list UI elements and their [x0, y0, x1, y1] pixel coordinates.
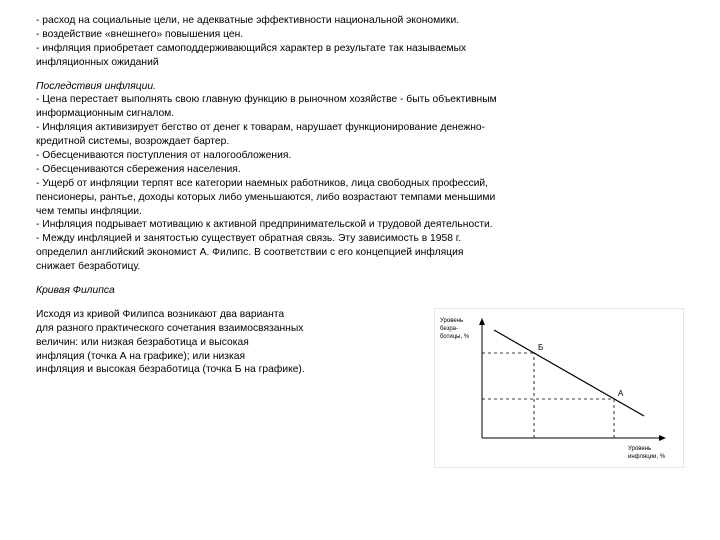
phillips-chart: Уровень безра-ботицы, % Уровень инфляции, %… [434, 308, 684, 468]
document-page: - расход на социальные цели, не адекватн… [0, 0, 720, 540]
line: - воздействие «внешнего» повышения цен. [36, 29, 243, 40]
line: - Цена перестает выполнять свою главную … [36, 94, 497, 105]
line: Исходя из кривой Филипса возникают два в… [36, 309, 284, 320]
phillips-text-column: Исходя из кривой Филипса возникают два в… [36, 308, 386, 387]
svg-text:Уровень: Уровень [628, 446, 651, 452]
paragraph-phillips-title: Кривая Филипса [36, 284, 684, 298]
svg-text:ботицы, %: ботицы, % [440, 334, 470, 340]
line: - Между инфляцией и занятостью существуе… [36, 233, 461, 244]
line: информационным сигналом. [36, 108, 174, 119]
paragraph-phillips-body: Исходя из кривой Филипса возникают два в… [36, 308, 386, 377]
section-title-phillips: Кривая Филипса [36, 285, 115, 296]
line: - расход на социальные цели, не адекватн… [36, 15, 459, 26]
svg-text:А: А [618, 389, 624, 398]
line: - Обесцениваются сбережения населения. [36, 164, 241, 175]
line: величин: или низкая безработица и высока… [36, 337, 249, 348]
line: пенсионеры, рантье, доходы которых либо … [36, 192, 495, 203]
line: кредитной системы, возрождает бартер. [36, 136, 229, 147]
line: инфляционных ожиданий [36, 57, 159, 68]
line: - инфляция приобретает самоподдерживающи… [36, 43, 466, 54]
line: - Обесцениваются поступления от налогооб… [36, 150, 291, 161]
line: - Инфляция подрывает мотивацию к активно… [36, 219, 493, 230]
section-title-consequences: Последствия инфляции. [36, 81, 156, 92]
line: чем темпы инфляции. [36, 206, 142, 217]
line: для разного практического сочетания взаи… [36, 323, 303, 334]
svg-text:Б: Б [538, 343, 543, 352]
line: - Ущерб от инфляции терпят все категории… [36, 178, 488, 189]
paragraph-consequences: Последствия инфляции. - Цена перестает в… [36, 80, 684, 274]
line: инфляция и высокая безработица (точка Б … [36, 364, 305, 375]
svg-text:Уровень: Уровень [440, 318, 463, 324]
phillips-curve-svg: Уровень безра-ботицы, % Уровень инфляции, %… [434, 308, 684, 468]
line: снижает безработицу. [36, 261, 140, 272]
svg-text:безра-: безра- [440, 326, 458, 332]
line: - Инфляция активизирует бегство от денег… [36, 122, 485, 133]
svg-text:инфляции, %: инфляции, % [628, 454, 666, 460]
paragraph-causes: - расход на социальные цели, не адекватн… [36, 14, 684, 70]
line: инфляция (точка А на графике); или низка… [36, 351, 245, 362]
line: определил английский экономист А. Филипс… [36, 247, 463, 258]
